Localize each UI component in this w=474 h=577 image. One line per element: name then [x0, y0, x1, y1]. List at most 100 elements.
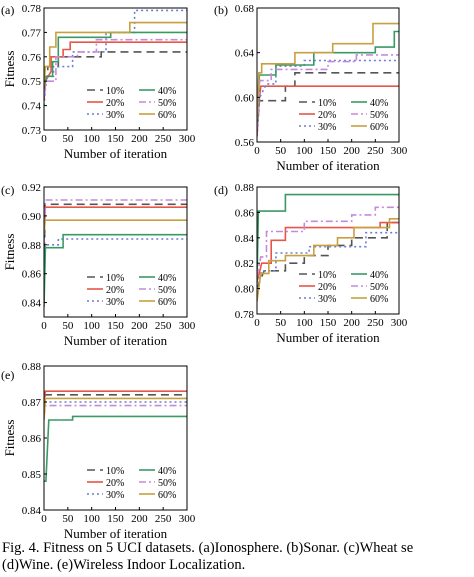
- y-axis-label: Fitness: [2, 51, 17, 88]
- series-line-30pct: [44, 238, 187, 289]
- x-tick-label: 300: [179, 513, 196, 525]
- series-line-40pct: [257, 193, 399, 283]
- legend-label: 60%: [370, 294, 388, 305]
- legend-label: 30%: [318, 294, 336, 305]
- legend-label: 10%: [106, 86, 124, 97]
- series-line-30pct: [257, 231, 399, 289]
- x-tick-label: 150: [107, 133, 124, 145]
- x-axis-label: Number of iteration: [64, 333, 168, 348]
- legend-label: 30%: [106, 110, 124, 121]
- x-tick-label: 0: [41, 133, 47, 145]
- y-axis-label: Fitness: [2, 234, 17, 271]
- x-tick-label: 300: [179, 320, 196, 332]
- x-tick-label: 250: [155, 320, 172, 332]
- chart-panel: 0 50 100 150 200 250 300 0.78 0.80 0.82 0.84 0.86 0.…: [214, 182, 408, 345]
- legend-label: 10%: [106, 273, 124, 284]
- y-tick-label: 0.64: [235, 48, 255, 60]
- legend-label: 30%: [318, 122, 336, 133]
- chart-panel: 0 50 100 150 200 250 300 0.56 0.60 0.64 0.68 Number…: [214, 3, 408, 173]
- x-tick-label: 200: [131, 513, 148, 525]
- series-line-30pct: [257, 59, 399, 137]
- series-line-20pct: [44, 206, 187, 231]
- x-tick-label: 150: [107, 320, 124, 332]
- series-line-40pct: [44, 415, 187, 483]
- series-group: [44, 9, 187, 106]
- x-tick-label: 100: [83, 320, 100, 332]
- legend-label: 40%: [158, 86, 176, 97]
- x-tick-label: 250: [155, 133, 172, 145]
- x-tick-label: 300: [391, 317, 408, 329]
- y-tick-label: 0.88: [22, 240, 42, 252]
- legend-label: 50%: [158, 98, 176, 109]
- x-tick-label: 0: [41, 320, 47, 332]
- x-tick-label: 0: [254, 317, 260, 329]
- x-tick-label: 0: [254, 145, 260, 157]
- y-tick-label: 0.84: [22, 298, 42, 310]
- panel-label: (d): [214, 183, 228, 197]
- x-axis-label: Number of iteration: [276, 158, 380, 173]
- y-tick-label: 0.92: [22, 182, 41, 194]
- x-tick-label: 200: [131, 320, 148, 332]
- y-tick-label: 0.80: [235, 284, 255, 296]
- chart-panel: 0 50 100 150 200 250 300 0.84 0.86 0.88 0.90 0.92 Nu…: [1, 182, 196, 348]
- x-tick-label: 200: [343, 145, 360, 157]
- y-tick-label: 0.87: [22, 397, 42, 409]
- panel-label: (e): [1, 368, 14, 382]
- series-line-60pct: [257, 22, 399, 120]
- x-tick-label: 50: [62, 133, 74, 145]
- x-tick-label: 150: [320, 145, 337, 157]
- y-tick-label: 0.86: [22, 269, 42, 281]
- y-tick-label: 0.84: [22, 505, 42, 517]
- x-tick-label: 50: [62, 513, 74, 525]
- y-tick-label: 0.78: [22, 3, 42, 15]
- legend-label: 30%: [106, 297, 124, 308]
- x-axis-label: Number of iteration: [64, 526, 168, 541]
- series-group: [257, 22, 399, 137]
- legend-label: 60%: [158, 490, 176, 501]
- x-tick-label: 0: [41, 513, 47, 525]
- series-line-50pct: [44, 404, 187, 417]
- legend-label: 20%: [106, 98, 124, 109]
- y-tick-label: 0.60: [235, 92, 255, 104]
- x-tick-label: 100: [83, 133, 100, 145]
- panel-label: (c): [1, 183, 14, 197]
- y-tick-label: 0.88: [235, 182, 255, 194]
- legend-label: 10%: [318, 270, 336, 281]
- x-axis-label: Number of iteration: [276, 330, 380, 345]
- y-tick-label: 0.75: [22, 76, 42, 88]
- caption-line-2: (d)Wine. (e)Wireless Indoor Localization…: [2, 556, 246, 573]
- legend-label: 50%: [158, 478, 176, 489]
- series-line-50pct: [44, 38, 187, 96]
- legend-label: 20%: [106, 285, 124, 296]
- y-tick-label: 0.56: [235, 137, 255, 149]
- series-line-20pct: [257, 221, 399, 283]
- legend-label: 40%: [158, 466, 176, 477]
- legend-label: 10%: [106, 466, 124, 477]
- x-tick-label: 50: [275, 145, 287, 157]
- x-tick-label: 250: [367, 145, 384, 157]
- y-tick-label: 0.82: [235, 258, 254, 270]
- legend-label: 50%: [370, 110, 388, 121]
- series-line-20pct: [44, 390, 187, 403]
- figure-caption: Fig. 4. Fitness on 5 UCI datasets. (a)Io…: [2, 540, 474, 573]
- y-tick-label: 0.85: [22, 469, 42, 481]
- chart-panel: 0 50 100 150 200 250 300 0.73 0.74 0.75 0.76 0.77 0.…: [1, 3, 196, 161]
- y-tick-label: 0.77: [22, 27, 42, 39]
- series-line-60pct: [257, 218, 399, 302]
- legend-label: 40%: [370, 98, 388, 109]
- legend-label: 20%: [318, 110, 336, 121]
- x-tick-label: 100: [296, 317, 313, 329]
- series-line-50pct: [257, 206, 399, 277]
- y-tick-label: 0.73: [22, 125, 42, 137]
- x-tick-label: 200: [131, 133, 148, 145]
- series-line-60pct: [44, 219, 187, 234]
- y-tick-label: 0.76: [22, 52, 42, 64]
- x-tick-label: 100: [83, 513, 100, 525]
- legend-label: 30%: [106, 490, 124, 501]
- series-line-30pct: [44, 401, 187, 413]
- legend-label: 50%: [370, 282, 388, 293]
- series-line-40pct: [44, 233, 187, 307]
- panel-label: (b): [214, 3, 228, 17]
- x-tick-label: 50: [62, 320, 74, 332]
